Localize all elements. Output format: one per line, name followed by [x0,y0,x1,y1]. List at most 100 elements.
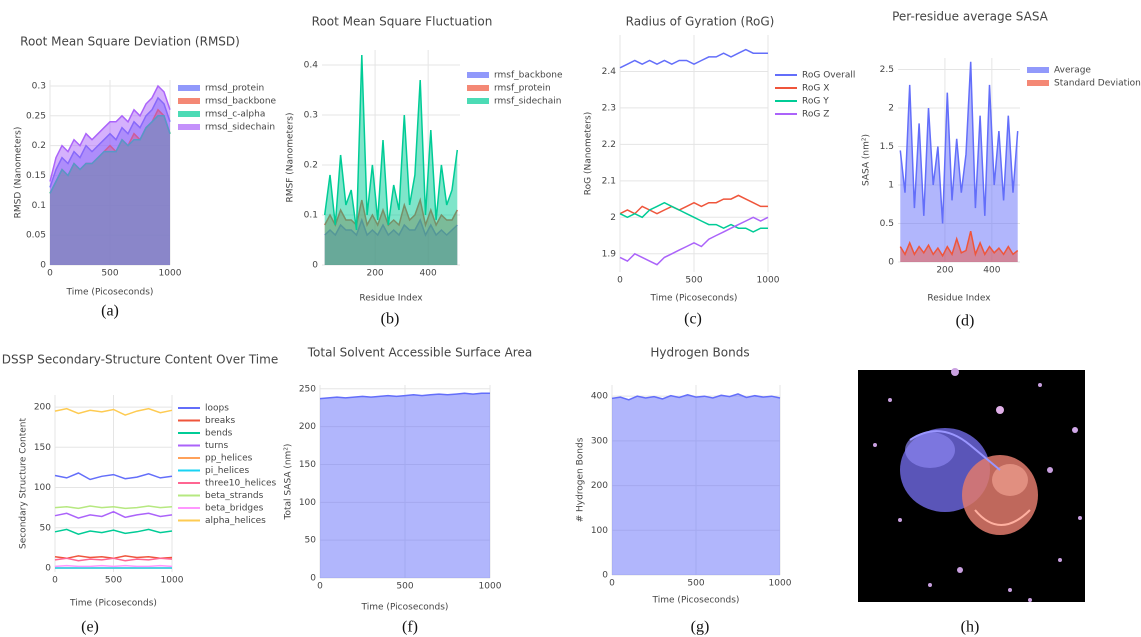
x-tick-label: 1000 [769,579,792,589]
y-tick-label: 200 [34,403,51,413]
x-tick-label: 0 [617,276,623,286]
legend-label: rmsd_sidechain [205,123,275,133]
series-line [54,557,173,562]
y-tick-label: 400 [591,392,608,402]
x-tick-label: 500 [105,576,122,586]
y-tick-label: 1 [888,181,894,191]
x-tick-label: 400 [420,269,437,279]
series-line [319,392,490,400]
chart-title: Root Mean Square Deviation (RMSD) [20,35,240,49]
legend-label: Average [1054,66,1091,76]
legend-label: RoG Y [802,97,829,107]
y-tick-label: 0.5 [880,219,894,229]
y-tick-label: 1.5 [880,142,894,152]
legend-label: RoG Overall [802,71,855,81]
x-tick-label: 0 [52,576,58,586]
x-tick-label: 1000 [161,576,184,586]
x-tick-label: 200 [366,269,383,279]
y-tick-label: 100 [34,483,51,493]
x-tick-label: 500 [101,269,118,279]
area-fill [900,61,1018,262]
chart: Per-residue average SASA Residue Index SAS… [862,10,1141,330]
x-axis-label: Residue Index [927,294,991,304]
y-tick-label: 150 [34,443,51,453]
chart: Root Mean Square Fluctuation Residue Inde… [286,15,563,328]
series-line [49,84,171,182]
legend-label: rmsf_protein [494,84,551,94]
y-axis-label: SASA (nm²) [862,134,872,186]
y-tick-label: 150 [299,460,316,470]
legend-label: rmsd_c-alpha [205,110,265,120]
series-line [619,194,768,215]
caption: (e) [81,619,99,636]
x-axis-label: Time (Picoseconds) [650,294,738,304]
y-tick-label: 0.1 [32,201,46,211]
chart: DSSP Secondary-Structure Content Over Ti… [2,353,278,636]
caption: (c) [684,311,702,328]
series-line [619,216,769,266]
x-tick-label: 400 [983,266,1000,276]
x-tick-label: 1000 [159,269,182,279]
chart-title: Root Mean Square Fluctuation [312,15,493,29]
y-tick-label: 0 [888,258,894,268]
y-tick-label: 0 [45,563,51,573]
series-line [619,201,768,233]
y-tick-label: 0.4 [304,61,319,71]
y-axis-label: RoG (Nanometers) [584,112,594,195]
image-caption: (h) [961,619,980,636]
y-tick-label: 100 [591,526,608,536]
y-axis-label: # Hydrogen Bonds [576,437,586,522]
y-tick-label: 0.1 [304,211,318,221]
legend-label: RoG Z [802,110,829,120]
legend-label: Standard Deviation [1054,79,1141,89]
caption: (d) [956,313,975,330]
legend-label: bends [205,429,233,439]
area-fill [324,55,458,265]
series-line [611,393,781,401]
legend-label: beta_bridges [205,504,264,514]
series-line [54,564,173,568]
caption: (a) [101,303,119,320]
y-tick-label: 0.3 [304,111,318,121]
legend-label: loops [205,404,229,414]
y-tick-label: 2.2 [602,140,616,150]
y-tick-label: 2.1 [602,176,616,186]
y-tick-label: 200 [299,422,316,432]
legend-label: three10_helices [205,479,276,489]
legend-label: rmsf_sidechain [494,97,561,107]
area-fill [320,393,490,578]
y-tick-label: 0.3 [32,81,46,91]
y-tick-label: 0 [602,571,608,581]
chart: Hydrogen Bonds Time (Picoseconds) # Hydrog… [576,346,792,636]
x-tick-label: 0 [609,579,615,589]
y-tick-label: 0 [310,574,316,584]
x-tick-label: 1000 [757,276,780,286]
series-line [54,528,173,535]
chart-title: Radius of Gyration (RoG) [626,15,775,29]
y-tick-label: 0.15 [26,171,46,181]
x-tick-label: 500 [396,582,413,592]
x-axis-label: Time (Picoseconds) [69,599,157,609]
series-line [899,61,1019,224]
y-tick-label: 50 [40,523,52,533]
chart-title: Hydrogen Bonds [650,346,749,360]
x-tick-label: 1000 [479,582,502,592]
legend-label: rmsf_backbone [494,71,563,81]
y-tick-label: 1.9 [602,249,617,259]
x-axis-label: Residue Index [359,294,423,304]
area-fill [50,86,170,265]
legend-label: beta_strands [205,491,264,501]
series-line [54,510,173,519]
y-tick-label: 0.05 [26,231,46,241]
y-tick-label: 0.25 [26,111,46,121]
y-tick-label: 2.3 [602,103,616,113]
y-tick-label: 0 [40,261,46,271]
chart-title: DSSP Secondary-Structure Content Over Ti… [2,353,278,367]
legend-label: turns [205,441,228,451]
y-tick-label: 100 [299,498,316,508]
x-axis-label: Time (Picoseconds) [652,596,740,606]
area-fill [612,393,780,575]
y-tick-label: 0.2 [32,141,46,151]
y-tick-label: 200 [591,481,608,491]
